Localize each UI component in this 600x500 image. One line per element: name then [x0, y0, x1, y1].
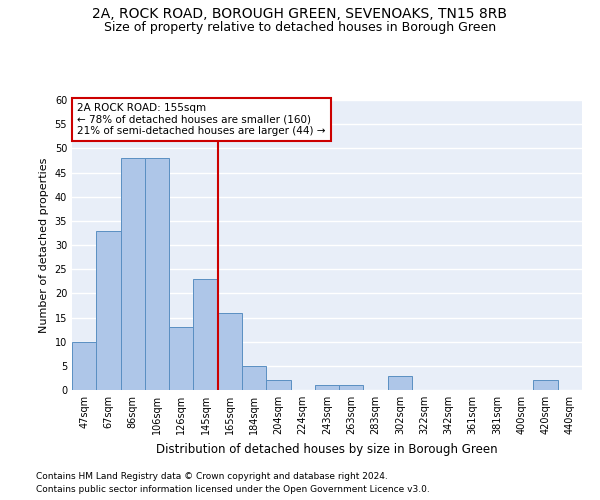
Bar — [339, 385, 364, 390]
Bar — [169, 327, 193, 390]
Bar — [121, 158, 145, 390]
Text: 2A, ROCK ROAD, BOROUGH GREEN, SEVENOAKS, TN15 8RB: 2A, ROCK ROAD, BOROUGH GREEN, SEVENOAKS,… — [92, 8, 508, 22]
Bar — [96, 230, 121, 390]
Bar — [266, 380, 290, 390]
Y-axis label: Number of detached properties: Number of detached properties — [39, 158, 49, 332]
Bar — [218, 312, 242, 390]
Text: Contains public sector information licensed under the Open Government Licence v3: Contains public sector information licen… — [36, 485, 430, 494]
Bar — [193, 279, 218, 390]
Bar — [315, 385, 339, 390]
Bar — [145, 158, 169, 390]
Bar — [533, 380, 558, 390]
Text: 2A ROCK ROAD: 155sqm
← 78% of detached houses are smaller (160)
21% of semi-deta: 2A ROCK ROAD: 155sqm ← 78% of detached h… — [77, 103, 326, 136]
Bar — [388, 376, 412, 390]
Bar — [242, 366, 266, 390]
Text: Size of property relative to detached houses in Borough Green: Size of property relative to detached ho… — [104, 21, 496, 34]
Bar — [72, 342, 96, 390]
X-axis label: Distribution of detached houses by size in Borough Green: Distribution of detached houses by size … — [156, 442, 498, 456]
Text: Contains HM Land Registry data © Crown copyright and database right 2024.: Contains HM Land Registry data © Crown c… — [36, 472, 388, 481]
